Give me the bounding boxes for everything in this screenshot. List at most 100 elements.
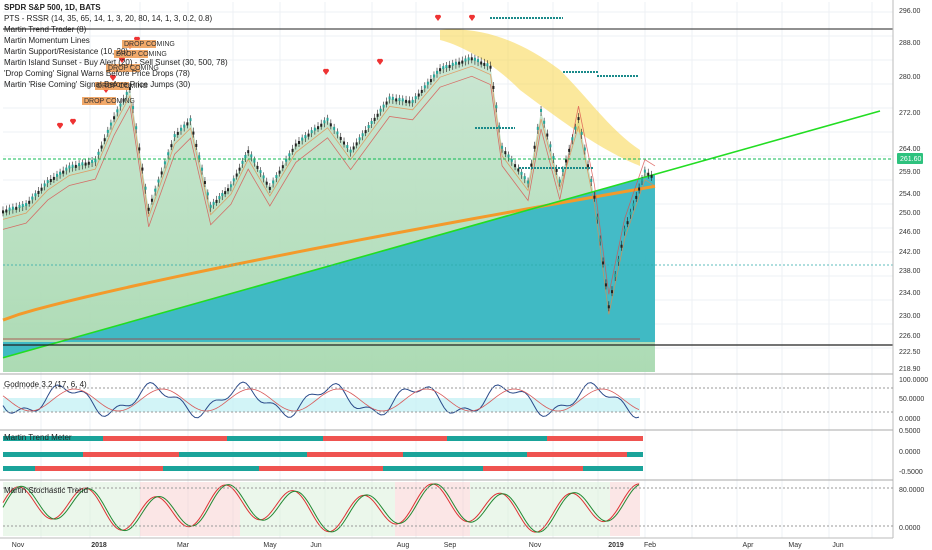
godmode-pane-label[interactable]: Godmode 3.2 (17, 6, 4): [4, 380, 87, 389]
trend-meter-pane-label[interactable]: Martin Trend Meter: [4, 433, 72, 442]
trend-meter-cell: [595, 436, 599, 441]
trend-meter-cell: [395, 452, 399, 457]
trend-meter-cell: [219, 436, 223, 441]
trend-meter-cell: [367, 452, 371, 457]
price-tick-label: 296.00: [899, 8, 921, 15]
candle-body: [492, 85, 495, 89]
trend-meter-cell: [303, 436, 307, 441]
candle-body: [411, 99, 414, 103]
candle-body: [62, 170, 65, 174]
trend-meter-cell: [407, 466, 411, 471]
time-tick-label: Feb: [644, 542, 656, 549]
trend-meter-cell: [455, 452, 459, 457]
trend-meter-cell: [227, 452, 231, 457]
trend-meter-cell: [251, 466, 255, 471]
trend-meter-cell: [191, 436, 195, 441]
trend-meter-cell: [171, 452, 175, 457]
trend-meter-cell: [179, 436, 183, 441]
trend-meter-cell: [79, 466, 83, 471]
trend-meter-cell: [75, 436, 79, 441]
trend-meter-cell: [395, 436, 399, 441]
indicator-legend-6[interactable]: Martin 'Rise Coming' Signal Before Price…: [4, 80, 191, 89]
candle-body: [326, 117, 329, 121]
stochastic-pane-label[interactable]: Martin Stochastic Trend: [4, 486, 89, 495]
candle-body: [436, 70, 439, 74]
trend-meter-cell: [499, 466, 503, 471]
trend-meter-cell: [435, 436, 439, 441]
candle-body: [15, 206, 18, 210]
candle-body: [241, 160, 244, 164]
trend-meter-cell: [135, 436, 139, 441]
drop-signal-marker: [133, 36, 141, 43]
trend-meter-cell: [323, 452, 327, 457]
trend-meter-cell: [535, 436, 539, 441]
drop-signal-text: DROP COMING: [116, 51, 167, 58]
trend-meter-cell: [27, 452, 31, 457]
trend-meter-cell: [283, 452, 287, 457]
trend-meter-cell: [311, 466, 315, 471]
candle-body: [135, 126, 138, 130]
candle-body: [382, 104, 385, 108]
candle-body: [451, 62, 454, 66]
candle-body: [367, 125, 370, 129]
trend-meter-cell: [539, 436, 543, 441]
candle-body: [577, 117, 580, 121]
indicator-legend-1[interactable]: Martin Trend Trader (8): [4, 25, 87, 34]
trend-meter-cell: [495, 436, 499, 441]
godmode-band: [3, 398, 640, 412]
trend-meter-cell: [67, 436, 71, 441]
trend-meter-cell: [583, 452, 587, 457]
trend-meter-cell: [115, 466, 119, 471]
trend-meter-cell: [639, 452, 643, 457]
trend-meter-cell: [455, 436, 459, 441]
indicator-legend-4[interactable]: Martin Island Sunset - Buy Alert (20) - …: [4, 58, 228, 67]
trend-meter-cell: [235, 452, 239, 457]
trend-meter-cell: [15, 466, 19, 471]
trend-meter-cell: [27, 436, 31, 441]
trend-meter-cell: [483, 466, 487, 471]
stoch-bear-zone: [140, 482, 240, 536]
candle-body: [320, 123, 323, 127]
candle-body: [2, 210, 4, 214]
candle-body: [558, 179, 561, 183]
trend-meter-cell: [563, 436, 567, 441]
indicator-legend-0[interactable]: PTS - RSSR (14, 35, 65, 14, 1, 3, 20, 80…: [4, 14, 213, 23]
indicator-legend-2[interactable]: Martin Momentum Lines: [4, 36, 90, 45]
trend-meter-cell: [87, 452, 91, 457]
trend-meter-cell: [3, 452, 7, 457]
indicator-legend-5[interactable]: 'Drop Coming' Signal Warns Before Price …: [4, 69, 190, 78]
trend-meter-cell: [151, 466, 155, 471]
trend-meter-cell: [327, 436, 331, 441]
candle-body: [617, 258, 620, 262]
candle-body: [122, 98, 125, 102]
trend-meter-cell: [611, 452, 615, 457]
trend-meter-cell: [391, 466, 395, 471]
candle-body: [281, 165, 284, 169]
candle-body: [546, 133, 549, 137]
trend-meter-cell: [503, 466, 507, 471]
candle-body: [317, 126, 320, 130]
trend-meter-cell: [435, 452, 439, 457]
trend-meter-cell: [367, 436, 371, 441]
trend-meter-cell: [491, 436, 495, 441]
trend-meter-cell: [315, 452, 319, 457]
indicator-legend-3[interactable]: Martin Support/Resistance (10, 20): [4, 47, 129, 56]
candle-body: [150, 198, 153, 202]
drop-signal-text: DROP COMING: [97, 83, 148, 90]
trend-meter-cell: [403, 466, 407, 471]
candle-body: [11, 206, 14, 210]
trend-meter-cell: [207, 466, 211, 471]
current-price-badge: 261.60: [897, 153, 923, 164]
trend-meter-cell: [279, 436, 283, 441]
trend-meter-cell: [223, 452, 227, 457]
candle-body: [18, 204, 21, 208]
candle-body: [477, 59, 480, 63]
trend-meter-cell: [619, 436, 623, 441]
candle-body: [339, 136, 342, 140]
trend-meter-cell: [447, 466, 451, 471]
candle-body: [40, 187, 43, 191]
trend-meter-tick-label: -0.5000: [899, 469, 923, 476]
trend-meter-cell: [375, 452, 379, 457]
trend-meter-cell: [491, 452, 495, 457]
trend-meter-cell: [247, 466, 251, 471]
